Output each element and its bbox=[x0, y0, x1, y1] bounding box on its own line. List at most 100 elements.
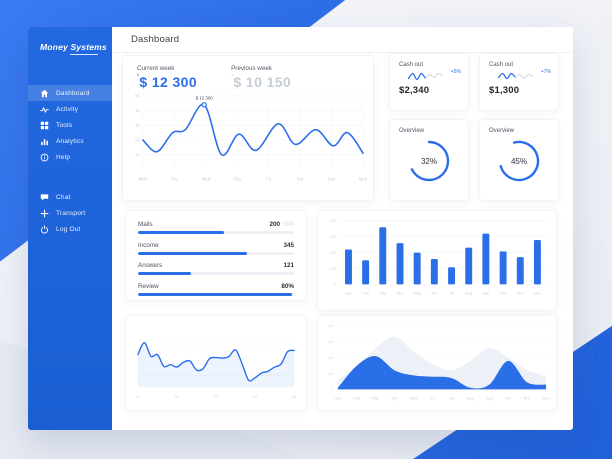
svg-text:Dec: Dec bbox=[534, 290, 541, 295]
current-week-stat: Current week ’$ 12 300 bbox=[137, 65, 197, 90]
cashout-card: Cash out +7% $1,300 bbox=[479, 53, 559, 111]
progress-fill bbox=[138, 292, 293, 296]
currency-mark: ’ bbox=[137, 74, 140, 81]
page-title: Dashboard bbox=[131, 34, 180, 45]
progress-fill bbox=[138, 272, 192, 275]
progress-row-review: Review 80% bbox=[138, 283, 294, 296]
svg-text:Jul: Jul bbox=[449, 290, 454, 295]
overview-card: Overview 45% bbox=[479, 119, 559, 201]
svg-text:May: May bbox=[410, 395, 417, 400]
svg-text:300: 300 bbox=[328, 340, 334, 344]
app-logo: Money Systems bbox=[40, 42, 107, 52]
sidebar-item-help[interactable]: Help bbox=[28, 149, 112, 165]
svg-text:01: 01 bbox=[136, 394, 140, 399]
overview-percent: 45% bbox=[510, 156, 527, 166]
sidebar-item-label: Transport bbox=[56, 209, 86, 217]
svg-text:Jul: Jul bbox=[449, 395, 454, 400]
progress-fill bbox=[138, 231, 224, 234]
grid-icon bbox=[40, 121, 49, 130]
sidebar-item-tools[interactable]: Tools bbox=[28, 117, 112, 133]
svg-text:Fri: Fri bbox=[266, 176, 271, 181]
ghost-badge bbox=[283, 221, 294, 226]
dashboard-panel: Money Systems Dashboard Activity Tools Anal… bbox=[28, 27, 573, 430]
content-area: Dashboard Current week ’$ 12 300 Previou… bbox=[112, 27, 573, 430]
svg-text:0: 0 bbox=[332, 388, 334, 392]
progress-value: 121 bbox=[283, 262, 294, 269]
previous-week-stat: Previous week ’$ 10 150 bbox=[231, 65, 291, 90]
svg-text:100: 100 bbox=[330, 267, 336, 271]
svg-text:Sun: Sun bbox=[328, 176, 336, 181]
svg-text:10: 10 bbox=[135, 152, 140, 157]
sidebar-item-transport[interactable]: Transport bbox=[28, 205, 112, 221]
overview-label: Overview bbox=[489, 128, 515, 134]
progress-track bbox=[138, 292, 294, 296]
svg-text:03: 03 bbox=[214, 394, 219, 399]
svg-text:400: 400 bbox=[330, 219, 336, 223]
sidebar-nav-secondary: Chat Transport Log Out bbox=[28, 189, 112, 237]
svg-text:$ 12 300: $ 12 300 bbox=[196, 95, 214, 100]
previous-week-value: ’$ 10 150 bbox=[231, 74, 291, 90]
svg-text:02: 02 bbox=[175, 394, 179, 399]
svg-text:Jun: Jun bbox=[431, 290, 437, 295]
svg-text:Jun: Jun bbox=[429, 395, 435, 400]
svg-text:Mar: Mar bbox=[379, 290, 386, 295]
svg-text:Dec: Dec bbox=[543, 395, 550, 400]
svg-text:Sep: Sep bbox=[486, 395, 494, 400]
svg-text:Tue: Tue bbox=[171, 176, 179, 181]
svg-text:30: 30 bbox=[135, 123, 140, 128]
weekly-summary-card: Current week ’$ 12 300 Previous week ’$ … bbox=[122, 55, 374, 201]
cashout-delta: +5% bbox=[450, 69, 461, 75]
svg-text:200: 200 bbox=[330, 251, 336, 255]
progress-row-income: Income 345 bbox=[138, 242, 294, 255]
activity-icon bbox=[40, 105, 49, 114]
content-header: Dashboard bbox=[112, 27, 573, 53]
svg-text:Nov: Nov bbox=[524, 395, 531, 400]
logo-underline bbox=[70, 54, 98, 55]
progress-label: Review bbox=[138, 282, 159, 290]
progress-fill bbox=[138, 251, 248, 255]
cashout-sparkline: +7% bbox=[487, 69, 552, 84]
overview-percent: 32% bbox=[420, 156, 437, 166]
svg-text:Aug: Aug bbox=[465, 290, 472, 295]
cashout-value: $1,300 bbox=[489, 85, 520, 96]
sidebar-item-label: Analytics bbox=[56, 137, 84, 145]
cashout-value: $2,340 bbox=[399, 85, 430, 96]
current-week-label: Current week bbox=[137, 65, 175, 72]
svg-text:20: 20 bbox=[135, 137, 140, 142]
progress-track bbox=[138, 231, 294, 234]
svg-text:Sat: Sat bbox=[297, 176, 304, 181]
cashout-label: Cash out bbox=[399, 62, 424, 68]
monthly-bar-chart: 0 100 200 300 400 Jan Feb Mar Apr May Jun Jul Aug Sep… bbox=[322, 215, 552, 306]
svg-text:05: 05 bbox=[292, 394, 297, 399]
svg-text:Wed: Wed bbox=[201, 176, 210, 181]
yearly-area-chart-card: 0 100 200 300 400 Jan Feb Mar Apr May Jun Jul Aug Sep… bbox=[317, 315, 557, 411]
svg-text:50: 50 bbox=[135, 93, 140, 98]
svg-text:Oct: Oct bbox=[505, 395, 512, 400]
cashout-label: Cash out bbox=[489, 62, 514, 68]
svg-text:Jan: Jan bbox=[345, 290, 351, 295]
svg-text:40: 40 bbox=[135, 108, 140, 113]
svg-text:0: 0 bbox=[334, 283, 336, 287]
sidebar: Money Systems Dashboard Activity Tools Anal… bbox=[28, 27, 112, 430]
power-icon bbox=[40, 224, 49, 234]
chat-icon bbox=[40, 193, 49, 202]
svg-text:Thu: Thu bbox=[234, 176, 242, 181]
svg-text:Oct: Oct bbox=[500, 290, 507, 295]
svg-text:Feb: Feb bbox=[362, 290, 370, 295]
progress-track bbox=[138, 251, 294, 255]
week-summary: Current week ’$ 12 300 Previous week ’$ … bbox=[123, 56, 373, 90]
overview-donut: 45% bbox=[494, 136, 544, 186]
overview-card: Overview 32% bbox=[389, 119, 469, 201]
sidebar-item-activity[interactable]: Activity bbox=[28, 101, 112, 117]
sidebar-item-log-out[interactable]: Log Out bbox=[28, 221, 112, 237]
sidebar-nav-main: Dashboard Activity Tools Analytics Help bbox=[28, 85, 112, 165]
sidebar-item-chat[interactable]: Chat bbox=[28, 189, 112, 205]
sidebar-item-analytics[interactable]: Analytics bbox=[28, 133, 112, 149]
progress-label: Income bbox=[138, 241, 159, 249]
svg-text:Aug: Aug bbox=[467, 395, 474, 400]
sidebar-item-dashboard[interactable]: Dashboard bbox=[28, 85, 112, 101]
svg-text:Apr: Apr bbox=[397, 290, 404, 295]
plus-icon bbox=[40, 209, 49, 218]
svg-text:Apr: Apr bbox=[392, 395, 399, 400]
sidebar-item-label: Chat bbox=[56, 193, 71, 201]
